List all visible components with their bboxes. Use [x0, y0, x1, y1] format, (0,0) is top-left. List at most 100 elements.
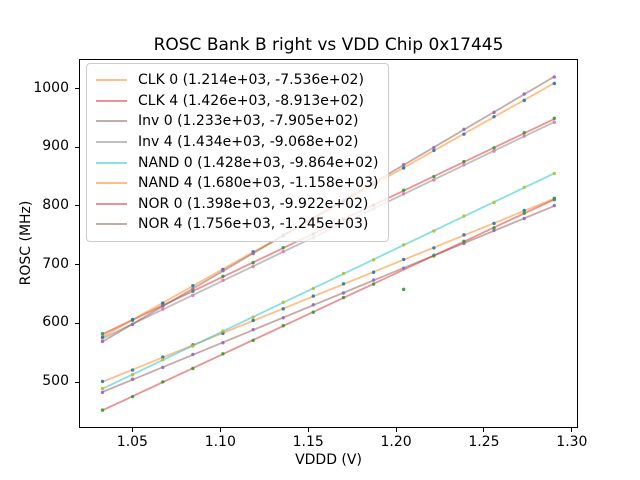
- x-tick-label: 1.25: [468, 434, 500, 450]
- data-point-nor-4: [552, 75, 557, 79]
- data-point-inv-0: [251, 327, 255, 332]
- data-point-nand-4: [191, 283, 195, 288]
- x-tick-label: 1.15: [292, 434, 324, 450]
- chart-title: ROSC Bank B right vs VDD Chip 0x17445: [153, 35, 504, 55]
- data-point-inv-4: [492, 149, 496, 153]
- data-point-nand-0: [100, 386, 105, 391]
- data-point-nor-0: [522, 211, 526, 215]
- legend-line-swatch: [96, 161, 127, 164]
- data-point-inv-4: [552, 120, 557, 124]
- legend-label: NOR 4 (1.756e+03, -1.245e+03): [138, 216, 369, 233]
- x-tick-label: 1.20: [380, 434, 412, 450]
- data-point-nor-4: [432, 145, 436, 150]
- data-point-clk-0: [161, 355, 165, 359]
- fit-line-clk-0: [102, 197, 555, 383]
- x-tick-mark: [483, 428, 485, 432]
- y-tick-mark: [75, 88, 79, 90]
- data-point-nor-0: [371, 282, 376, 286]
- y-tick-label: 1000: [33, 79, 69, 96]
- data-point-nor-0: [432, 254, 436, 258]
- y-tick-label: 500: [42, 373, 69, 390]
- legend-label: Inv 0 (1.233e+03, -7.905e+02): [138, 113, 359, 130]
- data-point-clk-4: [401, 188, 406, 192]
- fit-line-nand-0: [102, 172, 555, 390]
- data-point-clk-0: [251, 318, 255, 323]
- data-point-nor-0: [221, 352, 225, 356]
- legend-item-nor-4: NOR 4 (1.756e+03, -1.245e+03): [96, 214, 378, 235]
- data-point-inv-4: [401, 192, 406, 196]
- data-point-nand-0: [161, 358, 165, 362]
- legend-label: NAND 4 (1.680e+03, -1.158e+03): [138, 175, 379, 192]
- data-point-nand-0: [281, 300, 285, 304]
- data-point-nor-4: [522, 92, 526, 96]
- legend-item-nand-0: NAND 0 (1.428e+03, -9.864e+02): [96, 152, 378, 173]
- legend-line-swatch: [96, 79, 127, 82]
- data-point-inv-0: [161, 365, 165, 370]
- data-point-nor-0: [130, 394, 135, 399]
- data-point-inv-4: [161, 307, 165, 311]
- data-point-nand-4: [161, 301, 165, 305]
- legend-line-swatch: [96, 99, 127, 102]
- legend-label: NAND 0 (1.428e+03, -9.864e+02): [138, 154, 379, 171]
- data-point-nand-0: [401, 243, 406, 247]
- data-point-nor-0: [100, 408, 105, 412]
- data-point-nor-4: [492, 110, 496, 115]
- data-point-inv-4: [281, 249, 285, 254]
- y-tick-label: 600: [42, 314, 69, 331]
- data-point-nand-4: [130, 317, 135, 322]
- x-tick-label: 1.30: [556, 434, 588, 450]
- data-point-clk-4: [281, 245, 285, 250]
- data-point-nor-4: [251, 251, 255, 256]
- legend-item-nor-0: NOR 0 (1.398e+03, -9.922e+02): [96, 194, 378, 215]
- data-point-nand-0: [130, 373, 135, 377]
- data-point-nand-0: [311, 286, 315, 291]
- data-point-nand-4: [432, 148, 436, 153]
- data-point-nand-0: [492, 200, 496, 205]
- data-point-nand-4: [462, 132, 466, 136]
- data-point-nor-0: [191, 366, 195, 371]
- y-tick-label: 900: [42, 138, 69, 155]
- data-point-inv-4: [522, 134, 526, 138]
- x-tick-label: 1.05: [116, 434, 148, 450]
- data-point-nand-0: [371, 258, 376, 262]
- x-tick-mark: [219, 428, 221, 432]
- data-point-nand-4: [552, 81, 557, 86]
- data-point-nor-0: [552, 197, 557, 202]
- legend-line-swatch: [96, 202, 127, 205]
- data-point-nor-0: [341, 295, 346, 300]
- legend-label: Inv 4 (1.434e+03, -9.068e+02): [138, 134, 359, 151]
- plot-area: CLK 0 (1.214e+03, -7.536e+02) CLK 4 (1.42…: [79, 59, 578, 428]
- data-point-inv-0: [492, 228, 496, 233]
- data-point-clk-4: [100, 331, 105, 336]
- data-point-nand-0: [522, 185, 526, 189]
- data-point-nand-4: [492, 114, 496, 119]
- x-tick-mark: [395, 428, 397, 432]
- data-point-nand-4: [100, 335, 105, 339]
- fit-line-inv-0: [102, 205, 555, 393]
- data-point-clk-0: [522, 208, 526, 213]
- data-point-nand-4: [401, 166, 406, 170]
- data-point-clk-4: [191, 289, 195, 293]
- data-point-nand-0: [432, 229, 436, 233]
- data-point-inv-4: [432, 178, 436, 182]
- data-point-inv-0: [100, 390, 105, 395]
- data-point-nand-0: [191, 344, 195, 348]
- legend-line-swatch: [96, 182, 127, 185]
- data-point-inv-0: [191, 352, 195, 357]
- data-point-inv-0: [522, 216, 526, 221]
- legend-item-nand-4: NAND 4 (1.680e+03, -1.158e+03): [96, 173, 378, 194]
- data-point-nor-4: [100, 339, 105, 344]
- legend-item-clk-0: CLK 0 (1.214e+03, -7.536e+02): [96, 70, 378, 91]
- x-tick-mark: [571, 428, 573, 432]
- data-point-clk-4: [522, 131, 526, 135]
- data-point-nor-4: [462, 127, 466, 132]
- data-point-inv-4: [251, 264, 255, 269]
- legend-item-clk-4: CLK 4 (1.426e+03, -8.913e+02): [96, 91, 378, 112]
- data-point-inv-4: [462, 163, 466, 167]
- data-point-clk-4: [432, 174, 436, 179]
- data-point-nor-0: [401, 287, 406, 292]
- data-point-nor-4: [130, 322, 135, 326]
- data-point-nor-4: [401, 163, 406, 167]
- data-point-inv-4: [221, 278, 225, 283]
